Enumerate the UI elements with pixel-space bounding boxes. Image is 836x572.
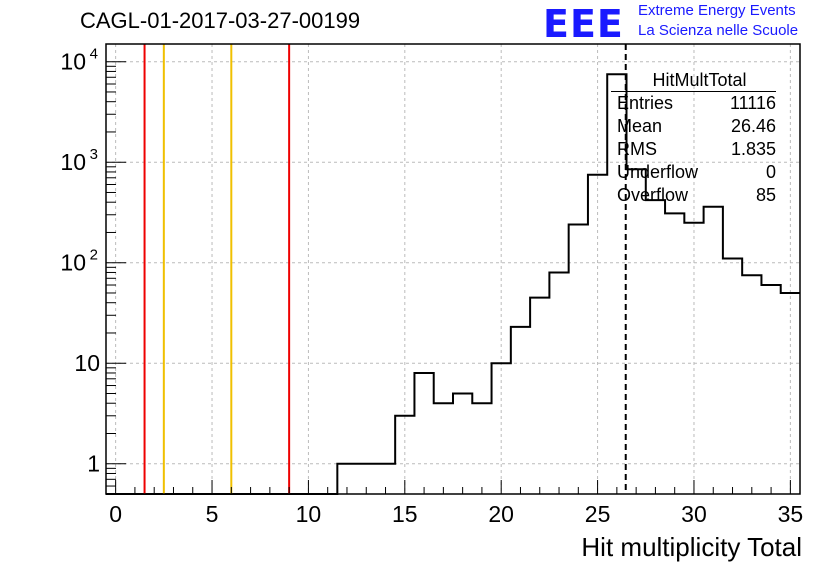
histogram-bin <box>665 213 684 494</box>
stats-value: 1.835 <box>730 139 776 159</box>
y-tick-exponent: 4 <box>90 46 98 63</box>
x-tick-label: 30 <box>681 501 707 527</box>
stats-label: Mean <box>617 116 663 136</box>
stats-row-overflow: Overflow 85 <box>611 184 776 207</box>
stats-value: 26.46 <box>730 116 776 136</box>
stats-value: 85 <box>755 185 776 205</box>
grid-lines <box>106 44 800 494</box>
histogram-bin <box>646 200 665 494</box>
y-tick-label: 10 <box>60 250 86 276</box>
logo-line-2: La Scienza nelle Scuole <box>638 22 799 39</box>
y-tick-label: 1 <box>87 451 100 477</box>
x-tick-label: 15 <box>392 501 418 527</box>
y-tick-exponent: 2 <box>90 247 98 264</box>
x-tick-label: 0 <box>109 501 122 527</box>
x-tick-label: 10 <box>296 501 322 527</box>
histogram-bin <box>414 373 433 494</box>
histogram-bin <box>530 298 549 494</box>
eee-logo: EEE <box>543 2 624 46</box>
stats-box: HitMultTotal Entries 11116 Mean 26.46 RM… <box>611 70 776 207</box>
stats-row-rms: RMS 1.835 <box>611 138 776 161</box>
stats-row-entries: Entries 11116 <box>611 92 776 115</box>
histogram-bin <box>723 259 742 494</box>
histogram-bin <box>569 225 588 494</box>
stats-row-mean: Mean 26.46 <box>611 115 776 138</box>
stats-label: Underflow <box>617 162 699 182</box>
stats-title: HitMultTotal <box>611 70 776 92</box>
histogram-bin <box>472 403 491 494</box>
marker-lines <box>143 44 627 494</box>
histogram-bin <box>453 393 472 494</box>
y-tick-exponent: 3 <box>90 146 98 163</box>
y-tick-label: 10 <box>60 49 86 75</box>
histogram-bin <box>761 285 780 494</box>
stats-label: Entries <box>617 93 674 113</box>
y-tick-label: 10 <box>74 350 100 376</box>
logo-line-1: Extreme Energy Events <box>638 2 796 19</box>
axis-ticks <box>106 61 791 495</box>
x-tick-label: 35 <box>778 501 804 527</box>
x-tick-label: 25 <box>585 501 611 527</box>
x-axis-label: Hit multiplicity Total <box>581 532 802 562</box>
histogram-bin <box>511 327 530 494</box>
stats-label: Overflow <box>617 185 689 205</box>
plot-title: CAGL-01-2017-03-27-00199 <box>80 8 361 33</box>
histogram-bin <box>704 207 723 494</box>
histogram-bin <box>742 275 761 494</box>
x-tick-label: 20 <box>488 501 514 527</box>
stats-label: RMS <box>617 139 657 159</box>
plot-frame <box>105 43 801 495</box>
histogram-bin <box>549 272 568 494</box>
histogram-bin <box>434 403 453 494</box>
stats-row-underflow: Underflow 0 <box>611 161 776 184</box>
x-tick-label: 5 <box>206 501 219 527</box>
histogram-bin <box>627 169 646 494</box>
stats-value: 0 <box>765 162 776 182</box>
stats-value: 11116 <box>729 93 776 113</box>
y-tick-label: 10 <box>60 149 86 175</box>
